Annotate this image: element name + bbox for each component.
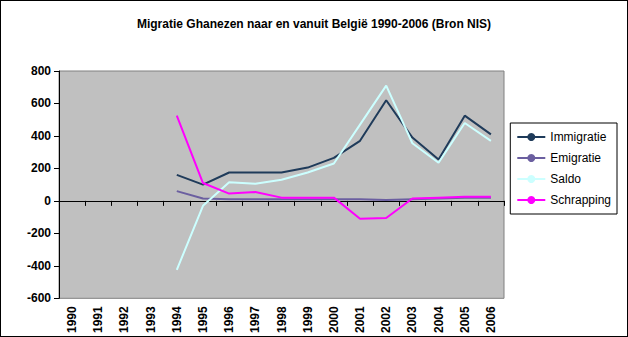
svg-text:2000: 2000 xyxy=(327,306,341,333)
svg-text:2005: 2005 xyxy=(458,306,472,333)
svg-text:800: 800 xyxy=(31,64,51,78)
svg-text:200: 200 xyxy=(31,161,51,175)
svg-text:2002: 2002 xyxy=(379,306,393,333)
svg-text:1994: 1994 xyxy=(170,306,184,333)
svg-text:1995: 1995 xyxy=(196,306,210,333)
svg-text:Immigratie: Immigratie xyxy=(550,130,606,144)
svg-text:1996: 1996 xyxy=(222,306,236,333)
svg-text:1991: 1991 xyxy=(91,306,105,333)
svg-text:400: 400 xyxy=(31,129,51,143)
svg-text:Saldo: Saldo xyxy=(550,172,581,186)
svg-text:1992: 1992 xyxy=(117,306,131,333)
svg-text:-400: -400 xyxy=(27,259,51,273)
svg-text:1997: 1997 xyxy=(248,306,262,333)
svg-text:600: 600 xyxy=(31,96,51,110)
svg-text:2001: 2001 xyxy=(353,306,367,333)
svg-text:1990: 1990 xyxy=(65,306,79,333)
svg-text:-600: -600 xyxy=(27,291,51,305)
svg-text:0: 0 xyxy=(44,194,51,208)
svg-text:2003: 2003 xyxy=(405,306,419,333)
svg-text:Emigratie: Emigratie xyxy=(550,151,601,165)
svg-text:1993: 1993 xyxy=(144,306,158,333)
svg-text:-200: -200 xyxy=(27,226,51,240)
svg-text:2006: 2006 xyxy=(484,306,498,333)
svg-text:1998: 1998 xyxy=(275,306,289,333)
svg-text:2004: 2004 xyxy=(432,306,446,333)
svg-text:Schrapping: Schrapping xyxy=(550,193,611,207)
svg-text:Migratie Ghanezen naar en vanu: Migratie Ghanezen naar en vanuit België … xyxy=(137,17,491,31)
svg-text:1999: 1999 xyxy=(301,306,315,333)
